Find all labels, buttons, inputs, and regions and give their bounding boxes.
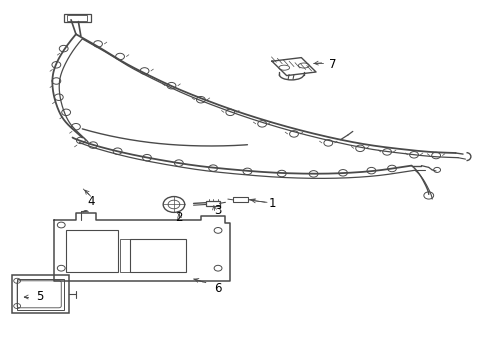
Bar: [206, 201, 220, 206]
Text: 6: 6: [214, 282, 222, 294]
Bar: [12, 275, 69, 313]
Bar: [130, 239, 186, 272]
Bar: [66, 230, 118, 272]
Text: 2: 2: [175, 211, 183, 224]
Text: 3: 3: [214, 204, 222, 217]
Text: 7: 7: [329, 58, 337, 71]
Text: 1: 1: [268, 197, 276, 210]
Text: 5: 5: [36, 291, 44, 303]
Bar: [233, 197, 248, 202]
Bar: [17, 279, 64, 310]
Bar: [67, 15, 87, 21]
Bar: [120, 239, 130, 272]
Text: 4: 4: [87, 195, 95, 208]
Bar: [64, 14, 91, 22]
